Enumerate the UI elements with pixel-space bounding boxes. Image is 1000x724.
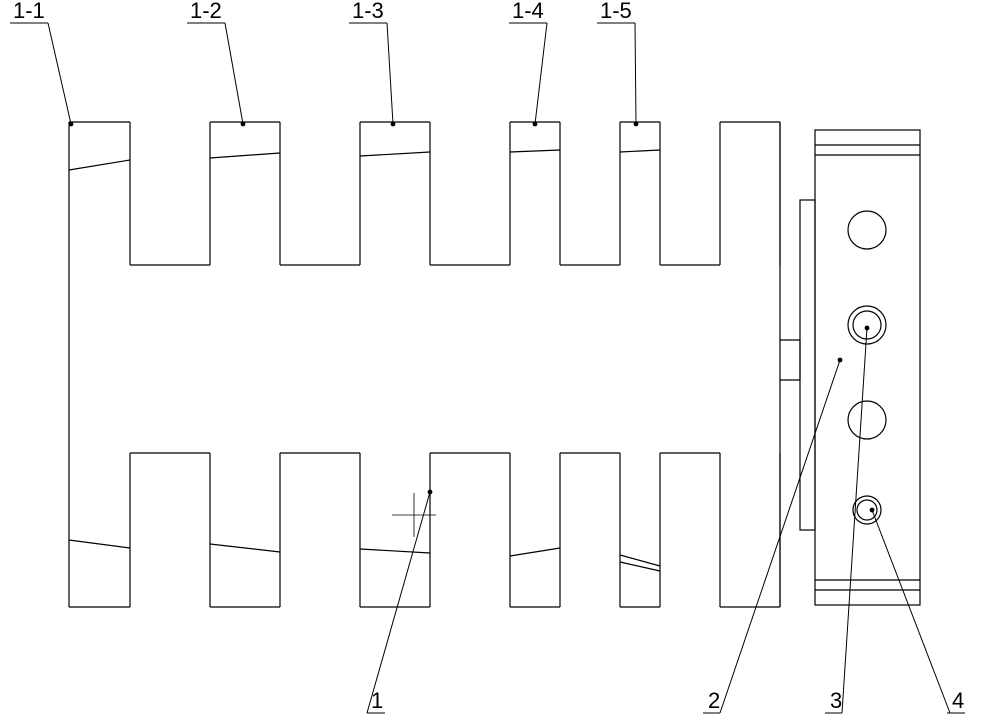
callout-1-1: 1-1 [10, 0, 73, 126]
mount-hole-4 [853, 496, 881, 524]
callout-1-4: 1-4 [509, 0, 547, 126]
callout-1-5: 1-5 [597, 0, 638, 126]
svg-text:1-4: 1-4 [512, 0, 544, 23]
svg-text:1-5: 1-5 [600, 0, 632, 23]
svg-text:2: 2 [708, 688, 720, 713]
svg-text:1-1: 1-1 [13, 0, 45, 23]
svg-text:3: 3 [830, 688, 842, 713]
svg-text:1-2: 1-2 [190, 0, 222, 23]
mount-bar [800, 200, 815, 530]
svg-text:4: 4 [952, 688, 964, 713]
callout-1: 1 [367, 490, 432, 713]
svg-text:1-3: 1-3 [352, 0, 384, 23]
mount-block [815, 130, 920, 605]
mount-hole-3 [848, 401, 886, 439]
callout-2: 2 [703, 358, 842, 713]
callout-1-2: 1-2 [187, 0, 245, 126]
engineering-diagram: 1-1 1-2 1-3 1-4 1-5 1 2 3 4 [0, 0, 1000, 724]
callout-4: 4 [870, 508, 965, 713]
mount-hole-1 [848, 211, 886, 249]
mount-hole-2 [848, 306, 886, 344]
callout-1-3: 1-3 [349, 0, 395, 126]
